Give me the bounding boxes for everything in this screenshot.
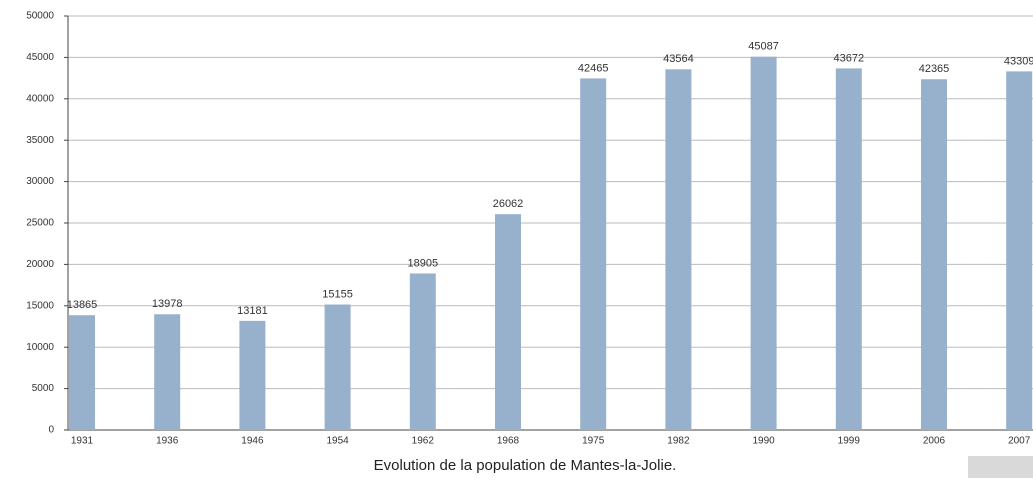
y-tick-label: 45000 xyxy=(26,52,54,63)
x-tick-label: 1990 xyxy=(752,436,775,447)
x-tick-label: 1982 xyxy=(667,436,690,447)
value-label: 18905 xyxy=(408,257,439,269)
value-label: 43672 xyxy=(834,52,865,64)
value-label: 42465 xyxy=(578,62,609,74)
x-tick-label: 1999 xyxy=(838,436,861,447)
y-tick-label: 35000 xyxy=(26,135,54,146)
x-tick-label: 1968 xyxy=(497,436,520,447)
bar xyxy=(750,56,777,431)
corner-box xyxy=(968,456,1033,478)
value-label: 42365 xyxy=(919,63,950,75)
bar xyxy=(495,214,521,430)
value-label: 26062 xyxy=(493,198,524,210)
bar xyxy=(324,304,351,430)
x-tick-label: 1931 xyxy=(71,436,94,447)
x-tick-label: 1975 xyxy=(582,436,605,447)
bar xyxy=(239,320,266,430)
y-tick-label: 0 xyxy=(48,425,54,436)
value-label: 13865 xyxy=(67,299,98,311)
y-tick-label: 30000 xyxy=(26,176,54,187)
bar xyxy=(1006,71,1033,430)
bar xyxy=(921,79,947,430)
bar xyxy=(409,273,436,430)
bar xyxy=(580,78,607,430)
x-tick-label: 2006 xyxy=(923,436,946,447)
y-tick-label: 10000 xyxy=(26,342,54,353)
x-tick-label: 1936 xyxy=(156,436,179,447)
y-tick-label: 25000 xyxy=(26,218,54,229)
x-tick-label: 1954 xyxy=(326,436,349,447)
x-tick-label: 2007 xyxy=(1008,436,1031,447)
value-label: 45087 xyxy=(748,41,779,53)
chart-title: Evolution de la population de Mantes-la-… xyxy=(374,457,677,474)
value-label: 43309 xyxy=(1004,55,1033,67)
x-tick-label: 1962 xyxy=(412,436,435,447)
y-tick-label: 15000 xyxy=(26,300,54,311)
y-tick-label: 50000 xyxy=(26,11,54,22)
y-tick-label: 20000 xyxy=(26,259,54,270)
bar xyxy=(69,315,95,430)
value-label: 13978 xyxy=(152,298,183,310)
value-label: 13181 xyxy=(237,305,268,317)
value-label: 43564 xyxy=(663,53,694,65)
x-tick-label: 1946 xyxy=(241,436,264,447)
bar xyxy=(665,69,692,431)
y-tick-label: 5000 xyxy=(32,383,55,394)
y-tick-label: 40000 xyxy=(26,93,54,104)
value-label: 15155 xyxy=(322,288,353,300)
bar xyxy=(835,68,862,430)
bar xyxy=(154,314,181,430)
